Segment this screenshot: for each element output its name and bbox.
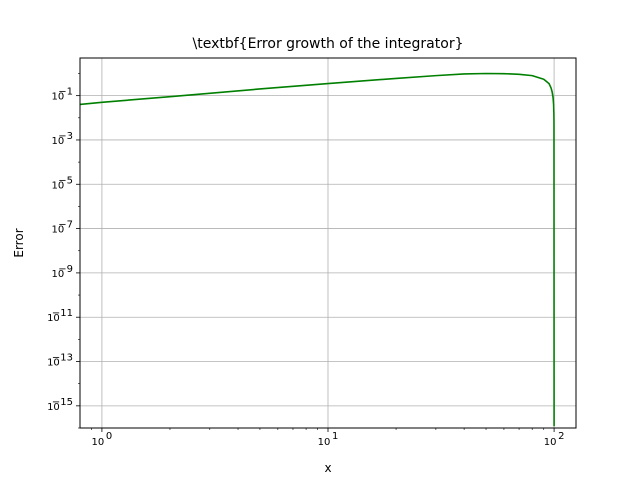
x-tick-label-exponent: 1 <box>332 431 338 442</box>
y-axis-label: Error <box>12 228 26 257</box>
y-tick-label-exponent: −15 <box>52 397 73 408</box>
y-tick-label: 10 <box>51 225 64 236</box>
y-tick-label: 10 <box>51 136 64 147</box>
x-tick-label: 10 <box>92 437 105 448</box>
x-tick-label: 10 <box>544 437 557 448</box>
y-tick-label: 10 <box>47 313 60 324</box>
y-tick-label-exponent: −7 <box>58 220 73 231</box>
plot-frame <box>79 57 577 429</box>
chart-title: \textbf{Error growth of the integrator} <box>193 36 464 52</box>
y-tick-label-exponent: −5 <box>58 175 73 186</box>
series-line <box>79 72 555 427</box>
x-axis-label: x <box>324 461 331 475</box>
y-tick-label: 10 <box>51 180 64 191</box>
y-tick-label-exponent: −3 <box>58 131 73 142</box>
axis-ticks: 100101102−110−310−510−710−910−1110−1310−… <box>47 73 564 448</box>
x-tick-label-exponent: 0 <box>106 431 112 442</box>
y-tick-label-exponent: −1 <box>58 87 73 98</box>
series-group <box>79 72 555 427</box>
y-tick-label-exponent: −13 <box>52 353 73 364</box>
y-tick-label-exponent: −11 <box>52 308 73 319</box>
y-tick-label: 10 <box>47 402 60 413</box>
x-tick-label: 10 <box>318 437 331 448</box>
y-tick-label: 10 <box>51 92 64 103</box>
y-tick-label: 10 <box>47 358 60 369</box>
x-tick-label-exponent: 2 <box>558 431 564 442</box>
y-tick-label: 10 <box>51 269 64 280</box>
y-tick-label-exponent: −9 <box>58 264 73 275</box>
